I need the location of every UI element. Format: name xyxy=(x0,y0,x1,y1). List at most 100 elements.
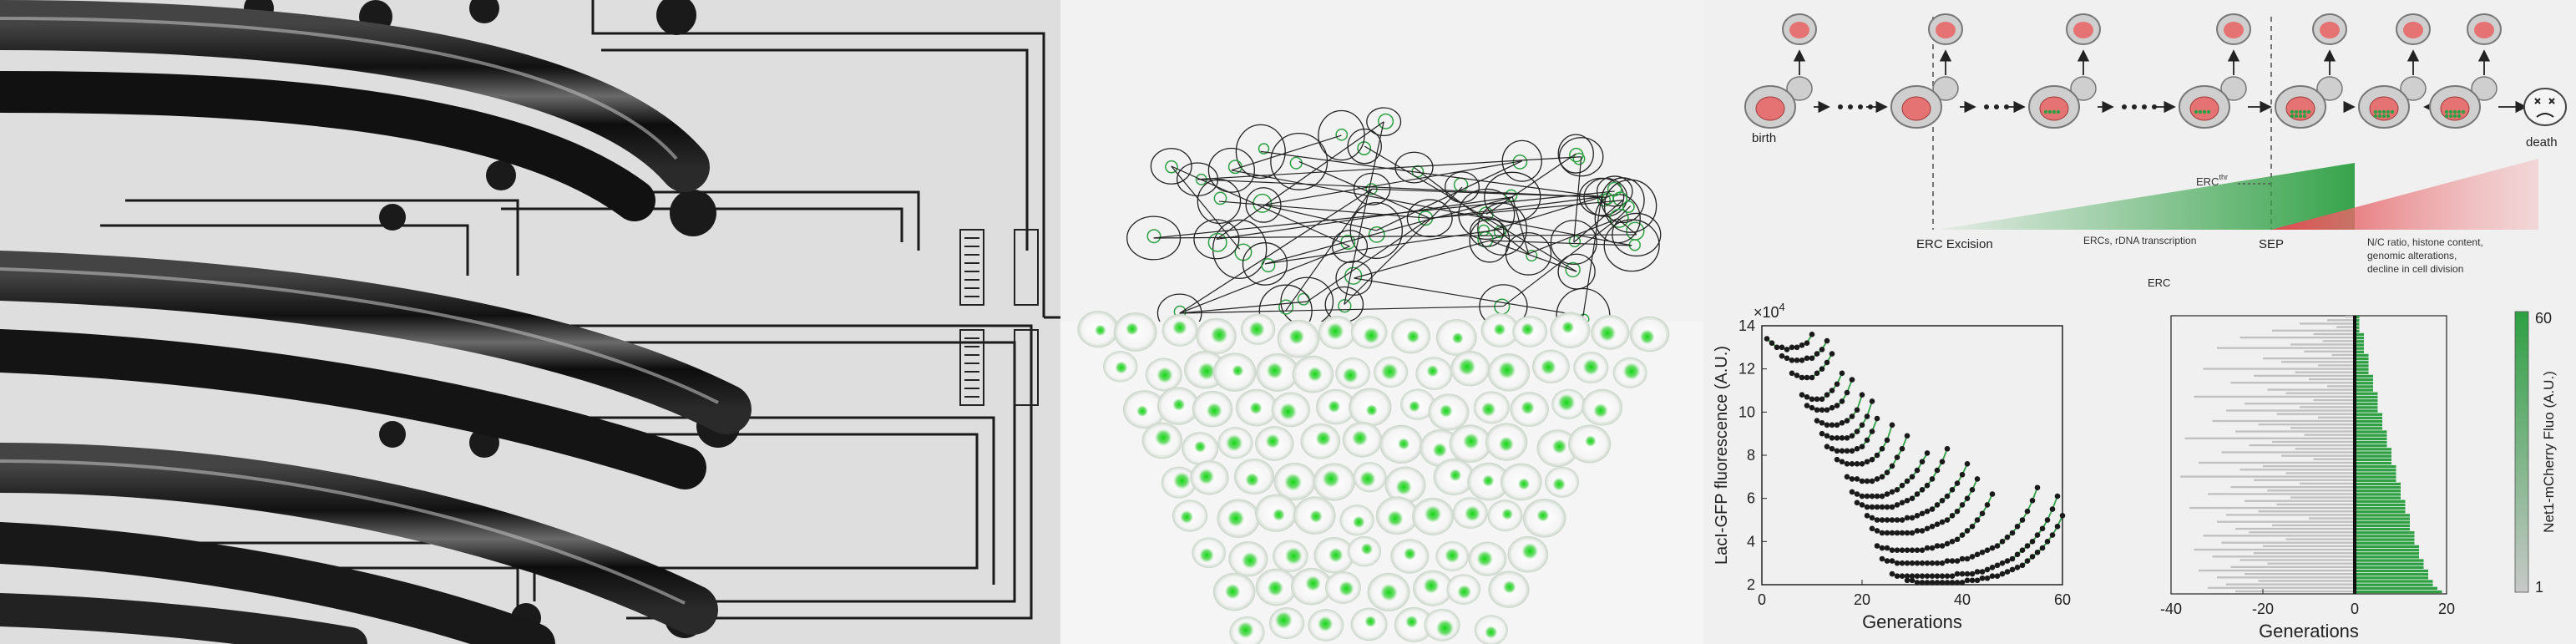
bar-before xyxy=(2276,503,2355,506)
gfp-nucleus xyxy=(1498,436,1515,452)
gfp-nucleus xyxy=(1225,434,1243,452)
bar-before xyxy=(2230,382,2355,384)
gfp-nucleus xyxy=(1501,508,1514,520)
data-point xyxy=(1944,540,1951,547)
bar-after xyxy=(2355,353,2369,357)
data-point xyxy=(1954,580,1961,586)
bar-axes-frame xyxy=(2170,315,2447,595)
gfp-nucleus xyxy=(1435,619,1455,637)
gfp-nucleus xyxy=(1557,393,1576,412)
bar-before xyxy=(2285,538,2355,540)
bar-before xyxy=(2258,423,2355,426)
bar-after xyxy=(2355,545,2419,549)
data-point xyxy=(1889,422,1895,428)
bar-before xyxy=(2249,444,2355,447)
data-point xyxy=(1964,577,1971,584)
mother-cell-sequence xyxy=(1744,13,2567,129)
erc-accumulation-ramp xyxy=(1937,163,2355,230)
bar-before xyxy=(2239,336,2355,339)
bar-before xyxy=(2272,524,2355,527)
bar-before xyxy=(2212,555,2355,558)
data-point xyxy=(2054,493,2061,499)
data-point xyxy=(1924,482,1931,489)
gfp-nucleus xyxy=(1365,403,1378,417)
bar-after xyxy=(2355,517,2410,520)
bar-before xyxy=(2254,374,2355,378)
lineage-link xyxy=(1263,204,1377,231)
colorbar-label: Net1-mCherry Fluo (A.U.) xyxy=(2541,371,2557,533)
bar-after xyxy=(2355,489,2401,493)
bar-after xyxy=(2355,552,2419,555)
data-point xyxy=(1879,530,1885,536)
gfp-nucleus xyxy=(1497,361,1516,379)
data-point xyxy=(1934,543,1941,549)
gfp-nucleus xyxy=(1197,362,1216,381)
data-point xyxy=(1799,374,1805,381)
bud xyxy=(2471,76,2498,101)
bar-after xyxy=(2355,559,2424,562)
data-point xyxy=(1829,351,1835,357)
data-point xyxy=(1804,355,1810,362)
gfp-nucleus xyxy=(1265,434,1281,449)
bar-after xyxy=(2355,565,2424,570)
data-point xyxy=(1874,476,1880,482)
mother-nucleus xyxy=(2039,96,2069,121)
data-point xyxy=(1949,539,1956,545)
data-point xyxy=(1784,347,1790,352)
data-point xyxy=(2034,549,2041,555)
data-point xyxy=(1794,373,1800,378)
sep-decline-ramp xyxy=(2271,159,2538,230)
bar-after xyxy=(2355,343,2364,347)
bar-before xyxy=(2189,506,2355,510)
bar-after xyxy=(2355,364,2369,368)
gfp-nucleus xyxy=(1307,366,1323,383)
data-point xyxy=(1839,435,1845,441)
data-point xyxy=(1859,478,1865,484)
nucleus-outline xyxy=(1213,191,1227,205)
bar-after xyxy=(2355,451,2391,454)
data-point xyxy=(1899,482,1905,489)
bar-before xyxy=(2245,499,2355,502)
bar-after xyxy=(2355,357,2369,361)
data-point xyxy=(1929,573,1936,579)
bar-before xyxy=(2272,329,2355,332)
data-point xyxy=(1774,344,1780,351)
gfp-nucleus xyxy=(1561,321,1575,334)
bar-before xyxy=(2263,545,2355,548)
bar-before xyxy=(2295,448,2355,450)
bar-before xyxy=(2208,493,2355,495)
erc-dot xyxy=(2381,114,2386,119)
cell-outline xyxy=(1603,219,1660,272)
data-point xyxy=(1884,530,1890,536)
data-point xyxy=(1954,558,1961,564)
tubing xyxy=(0,0,752,644)
erc-dot xyxy=(2373,109,2378,114)
gfp-nucleus xyxy=(1237,621,1255,639)
data-point xyxy=(1854,499,1860,506)
microfluidic-device-photo xyxy=(0,0,1060,644)
lineage-link xyxy=(1153,190,1615,239)
data-point xyxy=(1934,502,1941,508)
bar-after xyxy=(2355,322,2360,326)
data-point xyxy=(1829,435,1835,441)
data-point xyxy=(1924,450,1931,456)
gfp-nucleus xyxy=(1328,547,1344,563)
bar-after xyxy=(2355,520,2410,524)
bar-before xyxy=(2327,319,2355,322)
dead-cell-icon xyxy=(2523,88,2567,126)
gfp-nucleus xyxy=(1395,479,1413,495)
data-point xyxy=(1889,463,1895,469)
gfp-nucleus xyxy=(1338,581,1354,597)
bar-before xyxy=(2267,388,2355,391)
bar-after xyxy=(2355,419,2382,423)
scatter-axes-frame xyxy=(1761,325,2063,586)
bar-before xyxy=(2276,413,2355,415)
mother-nucleus xyxy=(2189,96,2219,121)
data-point xyxy=(1894,560,1900,566)
lineage-link xyxy=(1414,167,1529,255)
bar-after xyxy=(2355,350,2364,353)
bar-before xyxy=(2300,322,2355,325)
x-tick-label: -20 xyxy=(2252,601,2274,617)
y-tick-label: 14 xyxy=(1738,317,1755,334)
birth-label: birth xyxy=(1752,131,1776,145)
